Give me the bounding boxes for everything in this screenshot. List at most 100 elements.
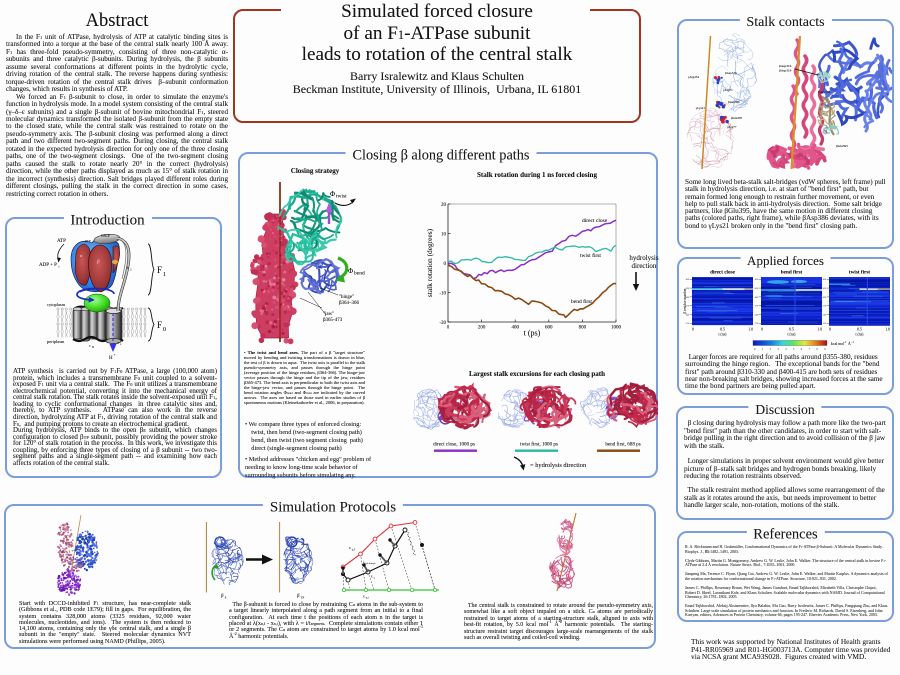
svg-text:interp: interp	[369, 562, 375, 565]
svg-text:430: 430	[823, 287, 827, 290]
svg-text:twist first, 1000 ps: twist first, 1000 ps	[520, 441, 558, 448]
svg-text:βGlu395: βGlu395	[731, 116, 743, 120]
svg-text:310: 310	[823, 322, 827, 325]
svg-text:8: 8	[816, 348, 818, 351]
svg-text:310: 310	[755, 322, 759, 325]
svg-text:4: 4	[785, 348, 787, 351]
svg-text:2: 2	[770, 348, 772, 351]
svg-text:-1: -1	[844, 341, 847, 344]
svg-text:b: b	[127, 265, 129, 270]
svg-text:10: 10	[441, 232, 447, 237]
svg-text:βAsp386: βAsp386	[818, 90, 831, 94]
svg-text:ADP + P: ADP + P	[39, 263, 57, 268]
svg-text:t (ns): t (ns)	[856, 333, 865, 337]
svg-text:6: 6	[801, 348, 803, 351]
svg-text:7: 7	[809, 348, 811, 351]
svg-text:0.5: 0.5	[789, 328, 794, 332]
svg-text:βAsp386: βAsp386	[728, 100, 740, 104]
svg-text:β: β	[96, 260, 100, 265]
svg-text:1000: 1000	[611, 326, 622, 331]
svg-text:1: 1	[163, 272, 166, 278]
svg-text:βTP: βTP	[85, 239, 91, 243]
svg-text:twist: twist	[336, 194, 347, 200]
svg-text:βGlu395: βGlu395	[836, 144, 848, 148]
svg-text:2: 2	[130, 268, 132, 272]
svg-text:β: β	[220, 594, 224, 599]
svg-text:-10: -10	[439, 291, 446, 296]
svg-text:400: 400	[511, 326, 519, 331]
svg-text:430: 430	[686, 287, 690, 290]
svg-text:370: 370	[823, 305, 827, 308]
svg-text:β: β	[296, 594, 300, 599]
svg-text:γArg77: γArg77	[727, 125, 737, 129]
svg-text:bend first: bend first	[781, 270, 803, 276]
svg-text:i: i	[59, 265, 60, 269]
svg-text:β residue number: β residue number	[683, 288, 687, 314]
svg-text:n(t: n(t	[366, 562, 369, 565]
svg-text:370: 370	[686, 305, 690, 308]
svg-text:Φ: Φ	[348, 267, 353, 275]
svg-text:1.0: 1.0	[885, 328, 890, 332]
svg-text:20: 20	[441, 203, 447, 208]
svg-text:1: 1	[762, 348, 764, 351]
svg-text:10: 10	[92, 346, 95, 349]
svg-text:0: 0	[692, 328, 694, 332]
svg-text:200: 200	[478, 326, 486, 331]
svg-text:1.0: 1.0	[748, 328, 753, 332]
svg-text:-20: -20	[439, 321, 446, 326]
svg-text:cytoplasm: cytoplasm	[47, 302, 66, 307]
svg-text:0: 0	[447, 326, 450, 331]
svg-text:3: 3	[777, 348, 779, 351]
svg-text:340: 340	[755, 313, 759, 316]
svg-text:periplasm: periplasm	[47, 339, 65, 344]
svg-text:0.5: 0.5	[720, 328, 725, 332]
svg-text:n: n	[374, 577, 376, 580]
svg-text:H: H	[109, 356, 113, 361]
svg-text:direct close: direct close	[582, 218, 608, 224]
svg-text:0: 0	[754, 348, 756, 351]
svg-text:400: 400	[823, 296, 827, 299]
svg-text:E: E	[225, 595, 227, 599]
svg-text:5: 5	[793, 348, 795, 351]
svg-text:430: 430	[755, 287, 759, 290]
svg-text:γArg254: γArg254	[688, 75, 699, 79]
svg-text:direct close, 1000 ps: direct close, 1000 ps	[433, 442, 475, 448]
svg-text:800: 800	[579, 326, 587, 331]
svg-text:OSCP: OSCP	[101, 234, 110, 238]
svg-text:t (ps): t (ps)	[524, 329, 541, 338]
svg-text:c: c	[120, 342, 122, 346]
svg-text:twist first: twist first	[580, 252, 601, 259]
svg-text:460: 460	[823, 278, 827, 281]
svg-text:+: +	[114, 353, 116, 357]
svg-text:x: x	[348, 546, 351, 550]
svg-text:0.5: 0.5	[857, 328, 862, 332]
svg-text:γLys21: γLys21	[696, 106, 706, 110]
svg-text:1.0: 1.0	[817, 328, 822, 332]
svg-text:F: F	[157, 320, 162, 330]
svg-text:0: 0	[163, 327, 166, 333]
svg-text:0: 0	[444, 262, 447, 267]
svg-text:0: 0	[829, 328, 831, 332]
svg-text:β365-473: β365-473	[323, 318, 343, 323]
svg-text:x: x	[362, 595, 365, 599]
svg-text:bend first: bend first	[571, 298, 592, 305]
svg-text:bend first, 688 ps: bend first, 688 ps	[605, 441, 640, 448]
svg-text:310: 310	[686, 322, 690, 325]
svg-text:kcal mol: kcal mol	[831, 342, 844, 346]
svg-text:βAsp316: βAsp316	[779, 64, 792, 68]
svg-text:"hinge": "hinge"	[339, 295, 354, 300]
svg-text:Å: Å	[848, 341, 851, 346]
svg-text:340: 340	[686, 313, 690, 316]
svg-text:): )	[375, 562, 376, 565]
svg-text:n,i: n,i	[366, 597, 369, 600]
svg-text:x: x	[370, 575, 373, 579]
svg-text:β364–366: β364–366	[339, 301, 360, 306]
svg-text:9: 9	[824, 348, 826, 351]
svg-text:Φ: Φ	[330, 190, 335, 198]
svg-text:= hydrolysis direction: = hydrolysis direction	[530, 462, 587, 469]
svg-text:0: 0	[761, 328, 763, 332]
svg-text:twist first: twist first	[849, 270, 870, 276]
svg-text:340: 340	[823, 313, 827, 316]
svg-text:F: F	[157, 265, 162, 275]
svg-text:c: c	[89, 344, 91, 348]
